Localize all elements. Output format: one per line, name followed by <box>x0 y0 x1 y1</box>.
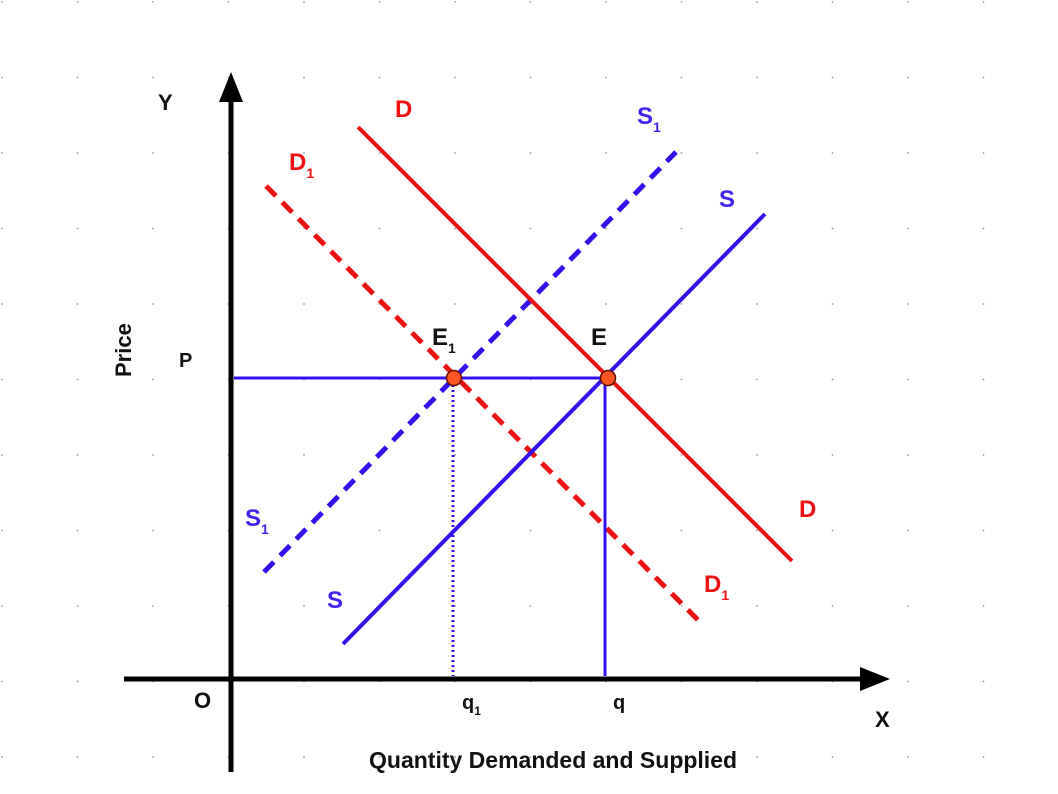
s-label-top: S <box>719 186 735 213</box>
d1-label-bottom: D1 <box>704 571 729 603</box>
d-label-bottom: D <box>799 496 816 523</box>
quantity-axis-title: Quantity Demanded and Supplied <box>369 747 737 773</box>
s1-label-top: S1 <box>637 103 661 135</box>
s-curve <box>341 212 767 646</box>
quantity-q-label: q <box>613 692 625 714</box>
s-label-bottom: S <box>327 587 343 614</box>
d-curve <box>356 125 794 563</box>
d1-curve <box>264 184 702 624</box>
s1-curve <box>262 150 678 574</box>
y-axis-arrow <box>219 72 243 102</box>
equilibrium-point-e1 <box>445 369 463 387</box>
x-axis-label: X <box>875 707 890 732</box>
price-level-label: P <box>179 350 192 372</box>
point-e1-label: E1 <box>432 324 456 356</box>
d1-label-top: D1 <box>289 149 314 181</box>
quantity-q1-label: q1 <box>462 692 481 718</box>
s1-label-bottom: S1 <box>245 505 269 537</box>
equilibrium-point-e <box>599 369 617 387</box>
y-axis-label: Y <box>158 90 173 115</box>
d-label-top: D <box>395 96 412 123</box>
price-axis-title: Price <box>111 323 136 377</box>
point-e-label: E <box>591 324 607 351</box>
origin-label: O <box>194 688 211 713</box>
x-axis-arrow <box>860 667 890 691</box>
